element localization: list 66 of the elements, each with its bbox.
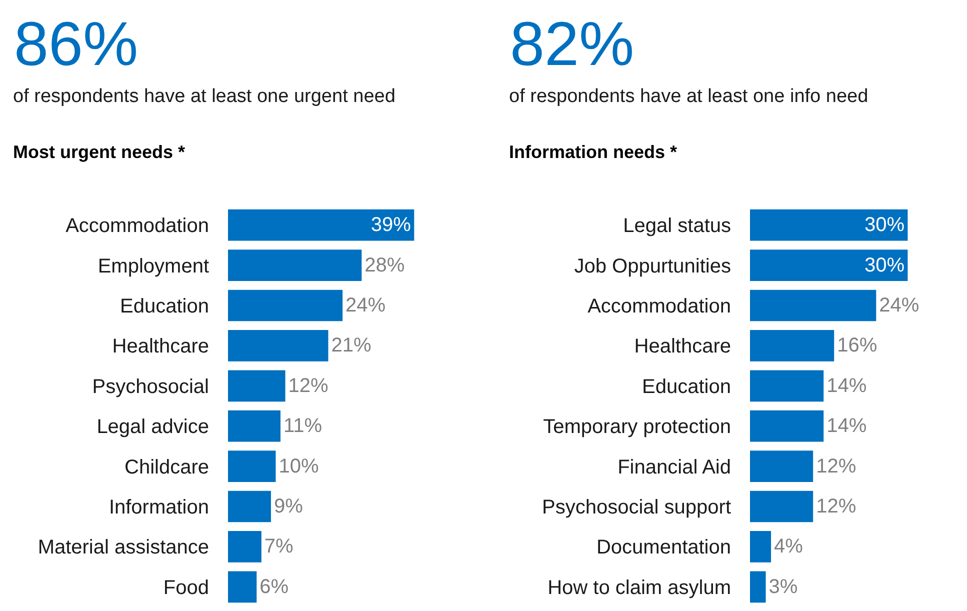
y-tick-label: Material assistance <box>38 536 209 559</box>
bar <box>228 209 414 241</box>
bar <box>228 531 262 562</box>
bar <box>750 490 814 522</box>
chart-subtitle: of respondents have at least one info need <box>509 86 868 107</box>
text: Most urgent needs * <box>13 142 186 162</box>
data-label: 14% <box>826 374 867 397</box>
data-label: 4% <box>774 536 804 558</box>
bar <box>228 330 328 362</box>
bar <box>750 209 908 241</box>
y-tick-label: Temporary protection <box>543 416 731 438</box>
chart-title: 82% <box>510 10 634 79</box>
bar <box>228 410 280 442</box>
data-label: 7% <box>264 536 294 558</box>
data-label: 39% <box>370 214 412 236</box>
y-tick-label: Healthcare <box>634 336 731 358</box>
chart-title: 86% <box>14 10 138 79</box>
y-tick-label: Education <box>642 376 731 398</box>
y-tick-label: Accommodation <box>66 215 209 238</box>
data-label: 12% <box>288 374 329 397</box>
bar <box>750 250 908 281</box>
y-tick-label: Legal advice <box>96 416 209 438</box>
data-label: 14% <box>826 415 867 438</box>
data-label: 24% <box>346 294 386 316</box>
bar <box>228 490 271 522</box>
bar <box>750 531 772 562</box>
data-label: 30% <box>864 214 905 236</box>
data-label: 3% <box>768 576 798 598</box>
data-label: 11% <box>284 415 322 438</box>
y-tick-label: Accommodation <box>588 296 731 318</box>
bar <box>750 370 824 402</box>
bar <box>228 290 343 322</box>
bar <box>228 370 286 402</box>
y-tick-label: Healthcare <box>112 336 209 358</box>
data-label: 12% <box>816 496 856 518</box>
y-tick-label: Psychosocial support <box>542 496 732 518</box>
data-label: 28% <box>364 254 405 276</box>
data-label: 24% <box>879 294 920 316</box>
data-label: 30% <box>864 254 905 276</box>
data-label: 10% <box>278 455 319 478</box>
bar <box>228 450 276 482</box>
text: Information needs * <box>509 142 678 162</box>
y-tick-label: Financial Aid <box>618 456 731 478</box>
y-tick-label: Psychosocial <box>92 376 209 398</box>
bar <box>750 290 876 322</box>
y-tick-label: Documentation <box>596 536 731 559</box>
y-tick-label: Information <box>108 496 209 518</box>
data-label: 6% <box>260 576 289 598</box>
chart-subtitle: of respondents have at least one urgent need <box>13 86 396 107</box>
y-tick-label: Education <box>120 296 209 318</box>
bar <box>750 571 766 603</box>
bar <box>750 330 834 362</box>
y-tick-label: Childcare <box>124 456 209 478</box>
data-label: 21% <box>331 334 372 357</box>
bar <box>228 250 362 281</box>
data-label: 12% <box>816 455 856 478</box>
bar <box>228 571 257 603</box>
bar <box>750 450 814 482</box>
data-label: 16% <box>837 334 878 357</box>
y-tick-label: How to claim asylum <box>548 576 731 599</box>
y-tick-label: Food <box>163 576 209 599</box>
bar <box>750 410 824 442</box>
y-tick-label: Job Oppurtunities <box>574 255 731 278</box>
y-tick-label: Employment <box>98 255 210 278</box>
data-label: 9% <box>274 496 304 518</box>
y-tick-label: Legal status <box>623 215 731 238</box>
